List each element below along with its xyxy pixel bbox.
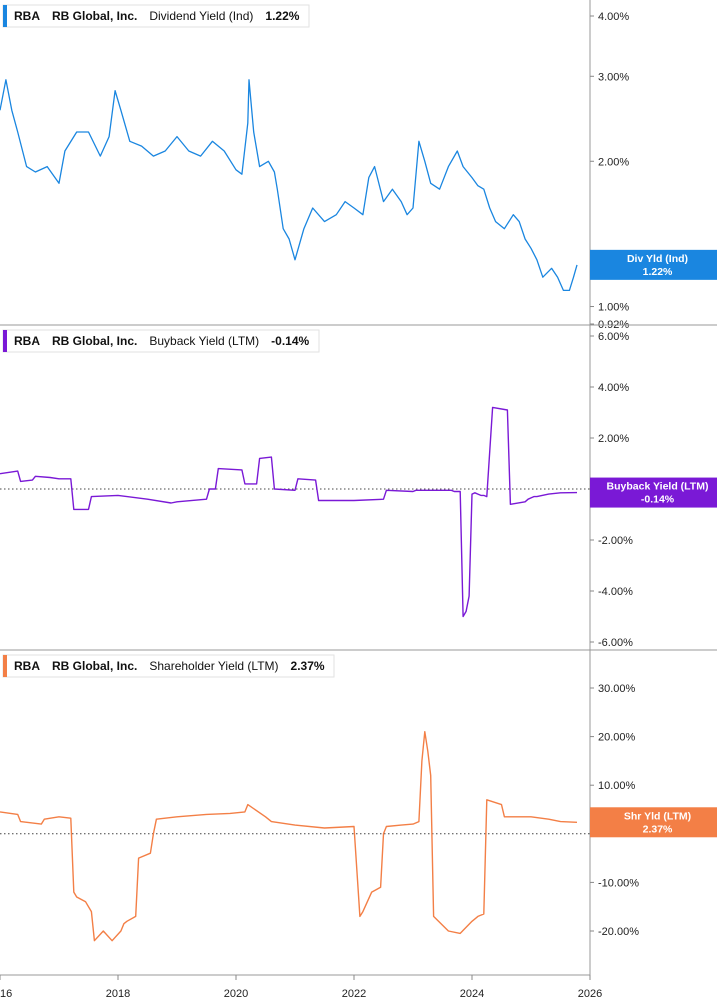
legend-company: RB Global, Inc.: [40, 659, 137, 673]
buyback-series-line: [0, 406, 578, 618]
shareholder-series-line: [0, 731, 578, 942]
value-tag-box: [590, 807, 717, 838]
value-tag-value: 1.22%: [643, 266, 673, 278]
legend-ticker: RBA: [14, 9, 40, 23]
dividend-series-line: [0, 79, 578, 292]
x-tick-label: 2026: [578, 988, 602, 1000]
value-tag-box: [590, 249, 717, 280]
value-tag-label: Div Yld (Ind): [627, 253, 688, 265]
legend-value: 1.22%: [253, 9, 299, 23]
y-tick-label: -2.00%: [598, 535, 633, 547]
legend-color-swatch: [3, 655, 7, 677]
y-tick-label: 2.00%: [598, 156, 629, 168]
legend-color-swatch: [3, 330, 7, 352]
legend-company: RB Global, Inc.: [40, 334, 137, 348]
x-tick-label: 2022: [342, 988, 366, 1000]
legend-text: RBA RB Global, Inc. Buyback Yield (LTM) …: [14, 334, 310, 348]
y-tick-label: -20.00%: [598, 926, 639, 938]
legend-text: RBA RB Global, Inc. Shareholder Yield (L…: [14, 659, 325, 673]
x-tick-label: 2018: [106, 988, 130, 1000]
x-axis: 2016 2018 2020 2022 2024 2026: [0, 974, 602, 1000]
y-tick-label: 1.00%: [598, 302, 629, 314]
legend-metric: Dividend Yield (Ind): [137, 9, 253, 23]
y-tick-label: 4.00%: [598, 11, 629, 23]
shareholder-panel: 30.00% 20.00% 10.00% -10.00% -20.00% Shr Yld …: [0, 649, 717, 975]
buyback-value-tag: Buyback Yield (LTM)-0.14%: [590, 477, 717, 508]
value-tag-value: 2.37%: [643, 823, 673, 835]
legend-text: RBA RB Global, Inc. Dividend Yield (Ind)…: [14, 9, 300, 23]
y-tick-label: 6.00%: [598, 331, 629, 343]
legend-ticker: RBA: [14, 659, 40, 673]
value-tag-value: -0.14%: [641, 494, 675, 506]
legend-company: RB Global, Inc.: [40, 9, 137, 23]
dividend-panel: 4.00%3.00%2.00%1.00%0.92%Div Yld (Ind)1.…: [0, 0, 717, 331]
y-tick-label: 4.00%: [598, 382, 629, 394]
value-tag-label: Buyback Yield (LTM): [607, 481, 709, 493]
legend-value: 2.37%: [279, 659, 325, 673]
legend-color-swatch: [3, 5, 7, 27]
value-tag-label: Shr Yld (LTM): [624, 810, 691, 822]
y-tick-label: 20.00%: [598, 732, 636, 744]
x-tick-label: 2024: [460, 988, 484, 1000]
legend-ticker: RBA: [14, 334, 40, 348]
y-tick-label: -4.00%: [598, 586, 633, 598]
value-tag-box: [590, 477, 717, 508]
shareholder-value-tag: Shr Yld (LTM)2.37%: [590, 807, 717, 838]
shareholder-legend[interactable]: RBA RB Global, Inc. Shareholder Yield (L…: [2, 654, 335, 678]
dividend-value-tag: Div Yld (Ind)1.22%: [590, 249, 717, 280]
y-tick-label: -6.00%: [598, 637, 633, 649]
y-tick-label: 10.00%: [598, 780, 636, 792]
buyback-panel: 6.00% 4.00% 2.00% -2.00% -4.00% -6.00% Buyback…: [0, 324, 717, 650]
y-tick-label: 2.00%: [598, 433, 629, 445]
legend-metric: Shareholder Yield (LTM): [137, 659, 278, 673]
y-tick-label: -10.00%: [598, 877, 639, 889]
legend-value: -0.14%: [259, 334, 309, 348]
legend-metric: Buyback Yield (LTM): [137, 334, 259, 348]
y-tick-label: 3.00%: [598, 71, 629, 83]
dividend-legend[interactable]: RBA RB Global, Inc. Dividend Yield (Ind)…: [2, 4, 310, 28]
x-tick-label: 2020: [224, 988, 248, 1000]
y-tick-label: 30.00%: [598, 683, 636, 695]
x-tick-label: 2016: [0, 988, 12, 1000]
buyback-legend[interactable]: RBA RB Global, Inc. Buyback Yield (LTM) …: [2, 329, 320, 353]
